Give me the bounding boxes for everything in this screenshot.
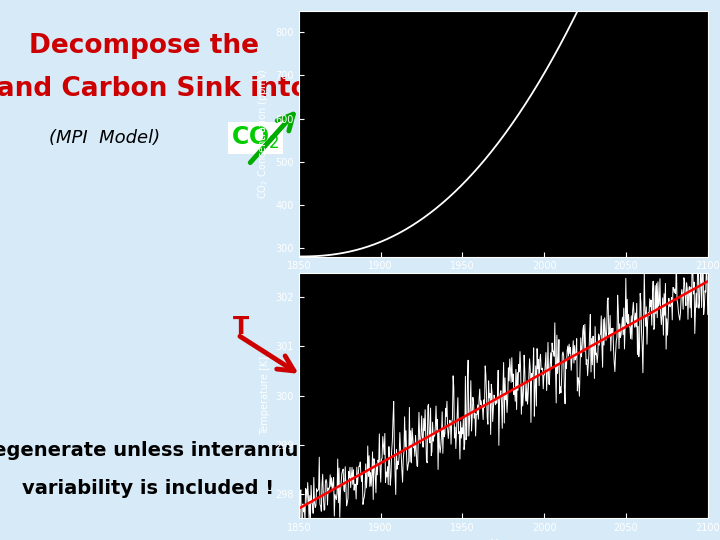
Text: Degenerate unless interannual: Degenerate unless interannual bbox=[0, 441, 318, 461]
Y-axis label: Temperature [K]: Temperature [K] bbox=[260, 356, 270, 435]
Text: Land Carbon Sink into: Land Carbon Sink into bbox=[0, 76, 308, 102]
Text: CO$_2$: CO$_2$ bbox=[231, 125, 280, 151]
Text: (MPI  Model): (MPI Model) bbox=[49, 129, 160, 147]
X-axis label: Year: Year bbox=[492, 277, 515, 287]
Y-axis label: CO$_2$ Concentration (ppmv): CO$_2$ Concentration (ppmv) bbox=[256, 68, 270, 199]
Text: Decompose the: Decompose the bbox=[29, 33, 259, 59]
X-axis label: Year: Year bbox=[492, 539, 515, 540]
Text: T: T bbox=[233, 315, 249, 339]
Text: variability is included !: variability is included ! bbox=[22, 479, 274, 498]
